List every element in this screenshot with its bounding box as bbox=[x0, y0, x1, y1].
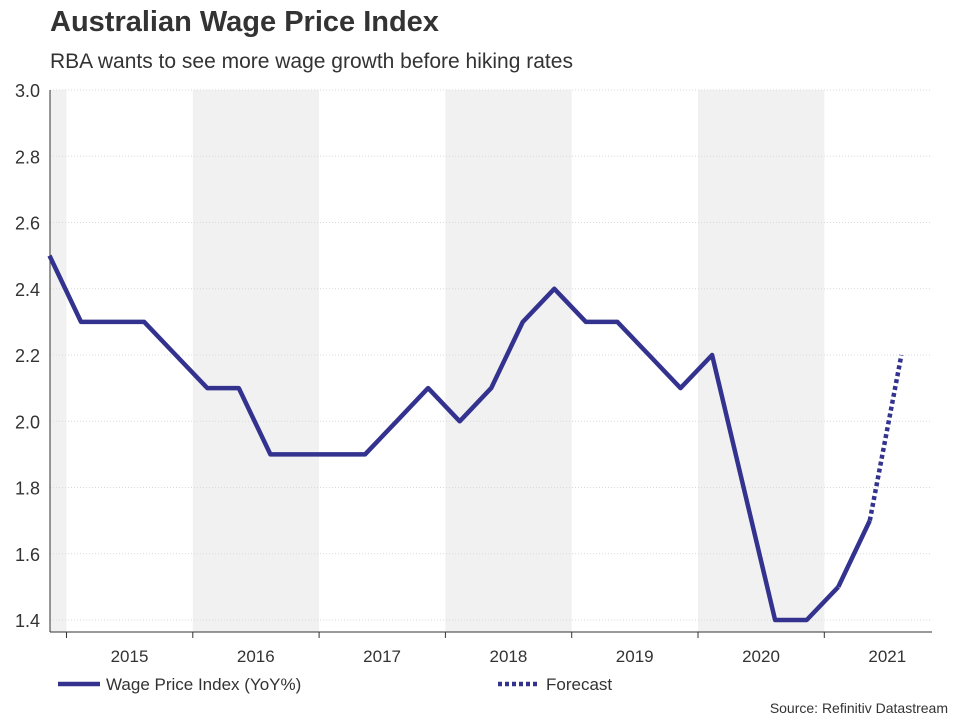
year-band bbox=[192, 90, 320, 632]
x-tick-label: 2019 bbox=[616, 647, 654, 666]
x-tick-label: 2021 bbox=[868, 647, 906, 666]
y-tick-label: 1.6 bbox=[15, 545, 40, 565]
x-tick-label: 2017 bbox=[363, 647, 401, 666]
year-band bbox=[445, 90, 572, 632]
x-tick-label: 2015 bbox=[111, 647, 149, 666]
wage-price-index-line bbox=[47, 254, 840, 623]
y-tick-label: 3.0 bbox=[15, 81, 40, 101]
y-tick-label: 2.8 bbox=[15, 147, 40, 167]
wage-price-index-line bbox=[836, 519, 872, 588]
y-tick-label: 2.4 bbox=[15, 280, 40, 300]
y-tick-label: 2.0 bbox=[15, 412, 40, 432]
legend-label-forecast: Forecast bbox=[546, 675, 612, 694]
line-chart: 3.0 2.8 2.6 2.4 2.2 2.0 1.8 1.6 1.4 2015 2016 2017 2… bbox=[15, 81, 932, 694]
legend-label-wpi: Wage Price Index (YoY%) bbox=[106, 675, 301, 694]
y-tick-label: 1.8 bbox=[15, 479, 40, 499]
y-tick-label: 2.6 bbox=[15, 214, 40, 234]
chart-title: Australian Wage Price Index bbox=[50, 6, 439, 38]
x-tick-label: 2020 bbox=[742, 647, 780, 666]
year-band bbox=[698, 90, 825, 632]
source-note: Source: Refinitiv Datastream bbox=[769, 700, 948, 716]
chart-subtitle: RBA wants to see more wage growth before… bbox=[50, 50, 573, 73]
y-tick-label: 1.4 bbox=[15, 611, 40, 631]
y-tick-label: 2.2 bbox=[15, 346, 40, 366]
year-band bbox=[50, 90, 67, 632]
forecast-line bbox=[867, 354, 904, 522]
x-tick-label: 2016 bbox=[237, 647, 275, 666]
x-tick-label: 2018 bbox=[489, 647, 527, 666]
